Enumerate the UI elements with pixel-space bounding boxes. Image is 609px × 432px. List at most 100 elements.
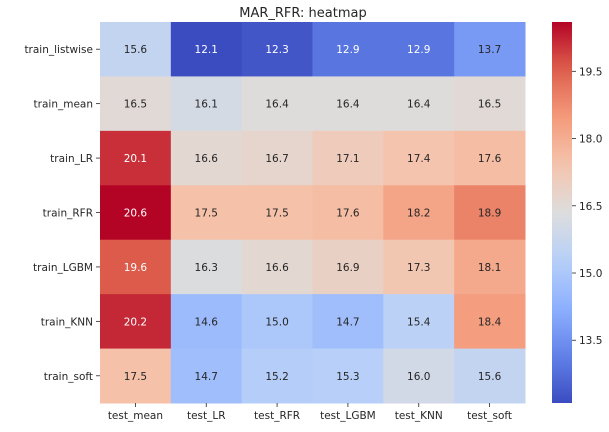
- cell-value-label: 17.4: [407, 153, 431, 165]
- cell-value-label: 15.0: [265, 316, 288, 328]
- y-tick-label: train_listwise: [24, 44, 93, 56]
- cell-value-label: 17.3: [407, 262, 430, 274]
- cell-value-label: 16.3: [195, 262, 218, 274]
- cell-value-label: 16.6: [195, 153, 219, 165]
- heatmap-cell: [241, 348, 313, 404]
- y-tick-label: train_mean: [34, 99, 93, 111]
- heatmap-cell: [312, 294, 384, 350]
- heatmap-cell: [312, 22, 384, 77]
- cell-value-label: 16.6: [265, 262, 289, 274]
- heatmap-cell: [241, 185, 313, 241]
- cell-value-label: 17.1: [336, 153, 359, 165]
- cell-value-label: 17.5: [265, 208, 288, 220]
- cell-value-label: 18.9: [478, 208, 501, 220]
- x-tick-label: test_KNN: [395, 410, 443, 422]
- heatmap-cell: [383, 239, 455, 295]
- cell-value-label: 12.1: [195, 44, 218, 56]
- cell-value-label: 15.4: [407, 316, 431, 328]
- heatmap-cell: [454, 239, 526, 295]
- cell-value-label: 15.6: [478, 371, 502, 383]
- heatmap-cell: [383, 130, 455, 186]
- y-tick-label: train_KNN: [41, 316, 93, 328]
- heatmap-cell: [170, 76, 243, 132]
- x-tick-label: test_LGBM: [320, 410, 376, 422]
- cell-value-label: 16.9: [336, 262, 359, 274]
- y-tick-label: train_LGBM: [33, 262, 93, 274]
- heatmap-cell: [454, 22, 526, 77]
- heatmap-cell: [383, 348, 455, 404]
- heatmap-cell: [383, 76, 455, 132]
- heatmap-cell: [100, 76, 172, 132]
- heatmap-cell: [100, 294, 172, 350]
- colorbar-tick-label: 19.5: [579, 66, 602, 78]
- heatmap-cell: [241, 294, 313, 350]
- heatmap-cell: [170, 294, 243, 350]
- cell-value-label: 14.7: [195, 371, 218, 383]
- cell-value-label: 12.3: [265, 44, 288, 56]
- cell-value-label: 12.9: [407, 44, 430, 56]
- cell-value-label: 15.6: [124, 44, 148, 56]
- heatmap-cell: [100, 239, 172, 295]
- cell-value-label: 16.5: [478, 99, 501, 111]
- heatmap-cell: [312, 76, 384, 132]
- heatmap-cell: [312, 348, 384, 404]
- cell-value-label: 16.0: [407, 371, 430, 383]
- colorbar-gradient: [552, 22, 572, 403]
- cell-value-label: 20.2: [124, 316, 147, 328]
- heatmap-cell: [100, 130, 172, 186]
- x-axis-ticks: test_mean test_LR test_RFR test_LGBM test_KN…: [108, 403, 512, 422]
- heatmap-cell: [383, 185, 455, 241]
- cell-value-label: 17.5: [195, 208, 218, 220]
- y-tick-label: train_RFR: [43, 208, 93, 220]
- x-tick-label: test_RFR: [254, 410, 300, 422]
- cell-value-label: 20.6: [124, 208, 148, 220]
- cell-value-label: 19.6: [124, 262, 148, 274]
- heatmap-cells: [100, 22, 526, 404]
- heatmap-cell: [454, 185, 526, 241]
- heatmap-cell: [170, 185, 243, 241]
- heatmap-cell: [454, 294, 526, 350]
- y-axis-ticks: train_listwise train_mean train_LR train_RF…: [24, 44, 100, 383]
- colorbar-tick-label: 13.5: [579, 335, 602, 347]
- heatmap-cell: [454, 76, 526, 132]
- x-tick-label: test_soft: [467, 410, 512, 422]
- cell-value-label: 16.7: [265, 153, 288, 165]
- colorbar-tick-label: 18.0: [579, 134, 602, 146]
- heatmap-cell: [454, 130, 526, 186]
- heatmap-cell: [100, 22, 172, 77]
- heatmap-cell: [170, 239, 243, 295]
- heatmap-cell: [170, 130, 243, 186]
- cell-value-label: 14.6: [195, 316, 219, 328]
- heatmap-cell: [383, 294, 455, 350]
- cell-value-label: 16.4: [265, 99, 289, 111]
- cell-value-label: 18.1: [478, 262, 501, 274]
- cell-value-label: 17.6: [478, 153, 502, 165]
- heatmap-annotations: 15.6 12.1 12.3 12.9 12.9 13.7 16.5 16.1 16.4 16.4…: [124, 44, 502, 383]
- colorbar-tick-label: 16.5: [579, 201, 602, 213]
- heatmap-cell: [100, 185, 172, 241]
- x-tick-label: test_mean: [108, 410, 163, 422]
- cell-value-label: 16.1: [195, 99, 218, 111]
- cell-value-label: 16.4: [407, 99, 431, 111]
- cell-value-label: 15.2: [265, 371, 288, 383]
- heatmap-cell: [170, 22, 243, 77]
- heatmap-cell: [312, 185, 384, 241]
- cell-value-label: 12.9: [336, 44, 359, 56]
- cell-value-label: 17.5: [124, 371, 147, 383]
- heatmap-cell: [312, 239, 384, 295]
- chart-title: MAR_RFR: heatmap: [239, 6, 366, 21]
- y-tick-label: train_LR: [50, 153, 93, 165]
- cell-value-label: 20.1: [124, 153, 147, 165]
- heatmap-cell: [312, 130, 384, 186]
- heatmap-cell: [383, 22, 455, 77]
- cell-value-label: 16.5: [124, 99, 147, 111]
- colorbar-tick-label: 15.0: [579, 268, 602, 280]
- x-tick-label: test_LR: [187, 410, 226, 422]
- heatmap-cell: [241, 239, 313, 295]
- cell-value-label: 14.7: [336, 316, 359, 328]
- heatmap-cell: [241, 76, 313, 132]
- cell-value-label: 13.7: [478, 44, 501, 56]
- heatmap-cell: [100, 348, 172, 404]
- cell-value-label: 18.4: [478, 316, 502, 328]
